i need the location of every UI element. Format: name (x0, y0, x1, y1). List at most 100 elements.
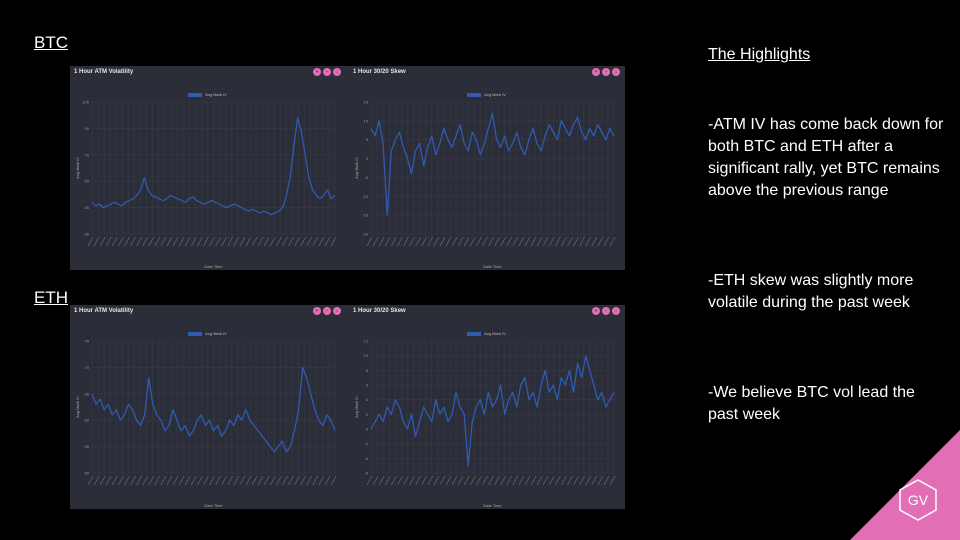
x-tick-mark (494, 475, 500, 486)
x-tick-mark (421, 475, 427, 486)
x-tick-mark (227, 236, 233, 247)
highlight-point: -ETH skew was slightly more volatile dur… (708, 272, 914, 311)
x-tick-mark (276, 475, 282, 486)
btc-atm-panel: 1 Hour ATM Volatility + − ↓ Avg Mark IV … (70, 66, 345, 270)
zoom-in-icon[interactable]: + (313, 68, 321, 76)
x-tick-mark (561, 475, 567, 486)
x-tick-mark (312, 475, 319, 486)
zoom-in-icon[interactable]: + (592, 68, 600, 76)
x-tick-mark (263, 236, 270, 247)
x-tick-mark (500, 475, 506, 486)
x-tick-mark (555, 475, 561, 486)
btc-skew-panel: 1 Hour 30/20 Skew + − ↓ Avg Mark IV -20-… (349, 66, 624, 270)
x-tick-mark (282, 475, 288, 486)
x-tick-mark (415, 236, 421, 247)
y-tick-label: 10 (364, 118, 369, 123)
x-tick-mark (561, 236, 567, 247)
x-tick-mark (87, 236, 94, 247)
legend-label: Avg Mark IV (484, 331, 506, 336)
x-tick-mark (233, 475, 240, 486)
x-tick-mark (142, 236, 148, 247)
x-tick-mark (512, 475, 519, 486)
x-tick-mark (215, 236, 221, 247)
x-axis-label: Date Time (204, 264, 223, 269)
x-tick-mark (209, 236, 215, 247)
legend-swatch (467, 92, 482, 97)
x-tick-mark (215, 475, 221, 486)
x-tick-mark (99, 475, 106, 486)
x-tick-mark (136, 475, 142, 486)
series-line (370, 112, 615, 216)
series-line (370, 355, 615, 467)
x-tick-mark (245, 236, 252, 247)
x-tick-mark (227, 475, 233, 486)
zoom-out-icon[interactable]: − (323, 68, 331, 76)
x-tick-mark (99, 236, 106, 247)
y-axis-label: Avg Mark IV (75, 396, 80, 418)
x-tick-mark (597, 236, 604, 247)
x-tick-mark (579, 475, 585, 486)
x-tick-mark (324, 236, 331, 247)
x-tick-mark (409, 236, 415, 247)
x-tick-mark (197, 475, 203, 486)
x-tick-mark (482, 236, 488, 247)
x-tick-mark (366, 475, 373, 486)
x-tick-mark (184, 236, 191, 247)
chart-title: 1 Hour ATM Volatility (74, 69, 134, 75)
x-tick-mark (330, 475, 337, 486)
download-icon[interactable]: ↓ (333, 307, 341, 315)
x-tick-mark (294, 475, 300, 486)
x-tick-mark (530, 236, 537, 247)
x-tick-mark (148, 236, 155, 247)
highlight-point: -We believe BTC vol lead the past week (708, 384, 915, 423)
x-tick-mark (209, 475, 215, 486)
x-tick-mark (384, 475, 391, 486)
x-tick-mark (93, 236, 100, 247)
download-icon[interactable]: ↓ (612, 68, 620, 76)
eth-chart-row: 1 Hour ATM Volatility + − ↓ Avg Mark IV … (70, 305, 625, 509)
download-icon[interactable]: ↓ (612, 307, 620, 315)
x-tick-mark (403, 236, 409, 247)
x-tick-mark (445, 236, 452, 247)
x-tick-mark (567, 475, 573, 486)
x-tick-mark (463, 236, 470, 247)
download-icon[interactable]: ↓ (333, 68, 341, 76)
x-tick-mark (130, 475, 136, 486)
x-tick-mark (409, 475, 415, 486)
x-tick-mark (378, 236, 385, 247)
y-tick-label: 4 (366, 397, 369, 402)
y-tick-label: 60 (85, 179, 90, 184)
zoom-out-icon[interactable]: − (323, 307, 331, 315)
y-tick-label: 55 (85, 444, 90, 449)
x-tick-mark (172, 236, 179, 247)
x-tick-mark (257, 236, 264, 247)
x-tick-mark (324, 475, 331, 486)
zoom-out-icon[interactable]: − (602, 68, 610, 76)
chart-title: 1 Hour 30/20 Skew (353, 308, 406, 314)
zoom-in-icon[interactable]: + (313, 307, 321, 315)
legend-swatch (188, 331, 203, 336)
y-tick-label: 8 (366, 368, 369, 373)
x-tick-mark (433, 475, 440, 486)
x-tick-mark (427, 236, 434, 247)
x-tick-mark (172, 475, 179, 486)
x-tick-mark (288, 236, 294, 247)
zoom-in-icon[interactable]: + (592, 307, 600, 315)
x-tick-mark (166, 475, 173, 486)
hexagon-icon (899, 479, 937, 521)
x-tick-mark (548, 236, 555, 247)
corner-triangle (850, 430, 960, 540)
chart-toolbar: + − ↓ (313, 307, 341, 315)
y-tick-label: 50 (85, 471, 90, 476)
x-tick-mark (160, 236, 167, 247)
x-tick-mark (415, 475, 421, 486)
x-tick-mark (567, 236, 573, 247)
x-tick-mark (318, 236, 325, 247)
x-tick-mark (160, 475, 167, 486)
y-axis-label: Avg Mark IV (75, 157, 80, 179)
chart-toolbar: + − ↓ (313, 68, 341, 76)
y-tick-label: 65 (85, 391, 90, 396)
chart-title: 1 Hour 30/20 Skew (353, 69, 406, 75)
y-tick-label: 15 (364, 100, 369, 105)
zoom-out-icon[interactable]: − (602, 307, 610, 315)
